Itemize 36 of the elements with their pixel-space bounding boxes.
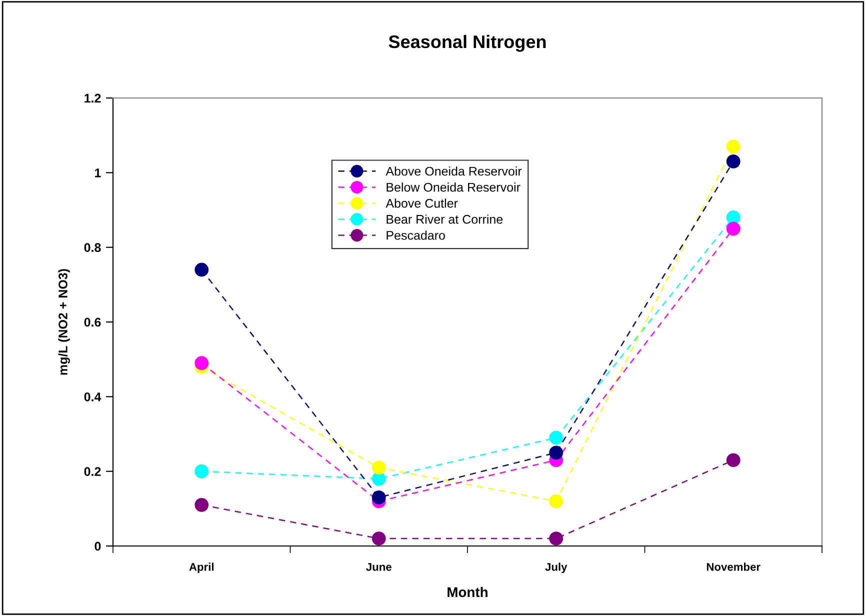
x-axis-title: Month: [448, 586, 488, 598]
y-tick-label: 0: [94, 542, 101, 551]
y-tick-label: 0.8: [84, 243, 101, 252]
legend-label: Above Oneida Reservoir: [386, 166, 522, 176]
point: [726, 140, 740, 154]
point: [372, 460, 386, 475]
y-tick-label: 0.4: [84, 392, 102, 402]
point: [549, 446, 564, 460]
legend-label: Above Cutler: [386, 198, 458, 208]
legend-label: Bear River at Corrine: [386, 214, 503, 224]
point: [549, 494, 564, 508]
chart-title: Seasonal Nitrogen: [388, 34, 546, 52]
point: [549, 430, 564, 445]
point: [726, 154, 740, 168]
x-tick-label: April: [189, 562, 214, 574]
point: [194, 356, 209, 370]
point: [194, 498, 209, 512]
point: [372, 490, 386, 504]
y-tick-label: 1: [95, 168, 101, 178]
y-tick-label: 0.2: [84, 467, 101, 476]
x-tick-label: November: [706, 562, 760, 571]
point: [372, 532, 386, 546]
x-tick-label: June: [366, 563, 392, 571]
point: [726, 222, 740, 236]
x-tick-label: July: [545, 562, 568, 574]
point: [194, 464, 209, 478]
point: [726, 210, 740, 224]
legend-label: Below Oneida Reservoir: [386, 182, 520, 192]
point: [372, 472, 386, 486]
point: [726, 453, 740, 468]
legend-label: Pescadaro: [386, 230, 445, 240]
point: [549, 532, 564, 546]
point: [194, 262, 209, 277]
y-tick-label: 1.2: [84, 94, 101, 103]
y-tick-label: 0.6: [84, 318, 101, 327]
y-axis-title: mg/L (NO2 + NO3): [58, 269, 70, 375]
